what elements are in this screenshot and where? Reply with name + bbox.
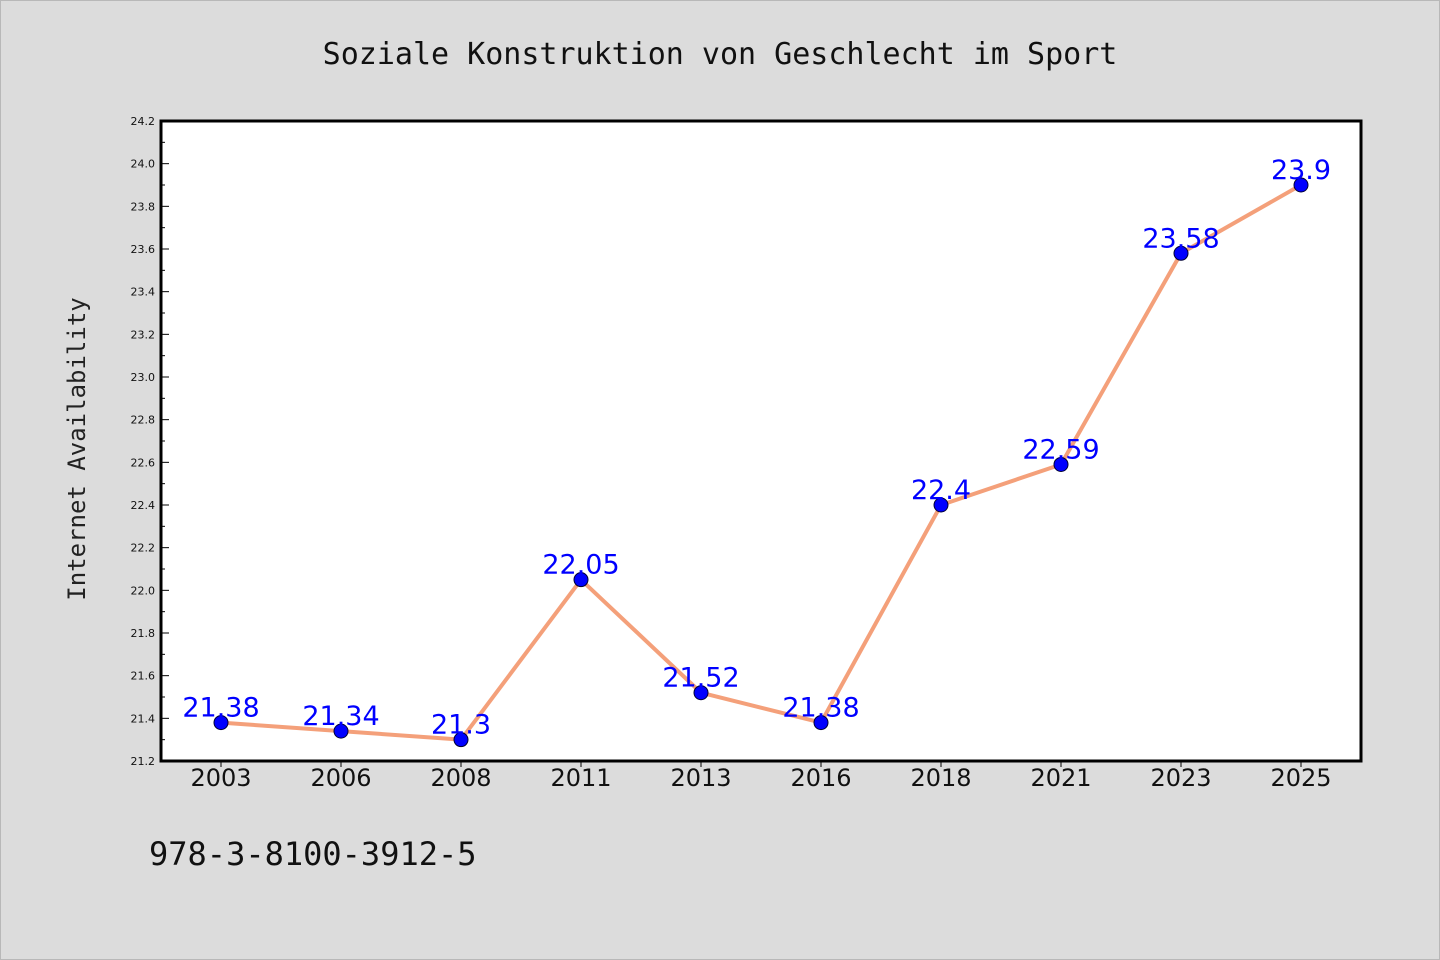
y-tick-label: 21.2 (131, 755, 156, 768)
y-tick-label: 23.2 (131, 328, 156, 341)
x-tick-label: 2011 (550, 764, 611, 792)
plot-frame (159, 119, 1363, 763)
data-point (333, 723, 349, 739)
y-tick-label: 24.0 (131, 158, 156, 171)
y-tick-label: 22.4 (131, 499, 156, 512)
data-point (213, 715, 229, 731)
x-tick-label: 2018 (910, 764, 971, 792)
data-point (693, 685, 709, 701)
y-tick-label: 22.6 (131, 456, 156, 469)
data-label: 21.38 (782, 693, 859, 724)
y-tick-label: 21.6 (131, 670, 156, 683)
x-tick-label: 2021 (1030, 764, 1091, 792)
data-point (1293, 177, 1309, 193)
data-label: 21.38 (182, 693, 259, 724)
data-point (933, 497, 949, 513)
data-label: 23.9 (1271, 155, 1331, 186)
y-tick-label: 21.4 (131, 712, 156, 725)
y-tick-label: 22.2 (131, 542, 156, 555)
y-tick-label: 23.0 (131, 371, 156, 384)
isbn-text: 978-3-8100-3912-5 (149, 835, 477, 873)
data-point (573, 572, 589, 588)
data-label: 21.34 (302, 701, 379, 732)
y-tick-label: 22.8 (131, 414, 156, 427)
y-tick-label: 23.6 (131, 243, 156, 256)
x-tick-label: 2025 (1270, 764, 1331, 792)
y-tick-label: 23.8 (131, 200, 156, 213)
data-label: 22.4 (911, 475, 971, 506)
data-label: 23.58 (1142, 223, 1219, 254)
data-label: 22.05 (542, 550, 619, 581)
x-tick-label: 2013 (670, 764, 731, 792)
x-tick-label: 2006 (310, 764, 371, 792)
data-point (1053, 456, 1069, 472)
x-tick-label: 2023 (1150, 764, 1211, 792)
data-label: 21.3 (431, 710, 491, 741)
y-tick-label: 24.2 (131, 115, 156, 128)
plot-area (161, 121, 1361, 761)
data-labels: 21.38 21.34 21.3 22.05 21.52 21.38 22.4 22.59 23… (182, 155, 1331, 741)
data-point (453, 732, 469, 748)
x-tick-label: 2003 (190, 764, 251, 792)
chart-title: Soziale Konstruktion von Geschlecht im S… (323, 37, 1118, 72)
data-series (213, 177, 1309, 748)
x-tick-label: 2016 (790, 764, 851, 792)
y-axis-title: Internet Availability (63, 297, 91, 600)
data-point (1173, 245, 1189, 261)
data-label: 22.59 (1022, 434, 1099, 465)
data-point (813, 715, 829, 731)
y-tick-label: 21.8 (131, 627, 156, 640)
x-tick-label: 2008 (430, 764, 491, 792)
series-line (219, 183, 1303, 742)
y-tick-label: 22.0 (131, 584, 156, 597)
data-label: 21.52 (662, 663, 739, 694)
axis-ticks: 21.2 21.4 21.6 21.8 22.0 22.2 22.4 22.6 22.8 23.0… (131, 115, 1332, 792)
y-tick-label: 23.4 (131, 286, 156, 299)
